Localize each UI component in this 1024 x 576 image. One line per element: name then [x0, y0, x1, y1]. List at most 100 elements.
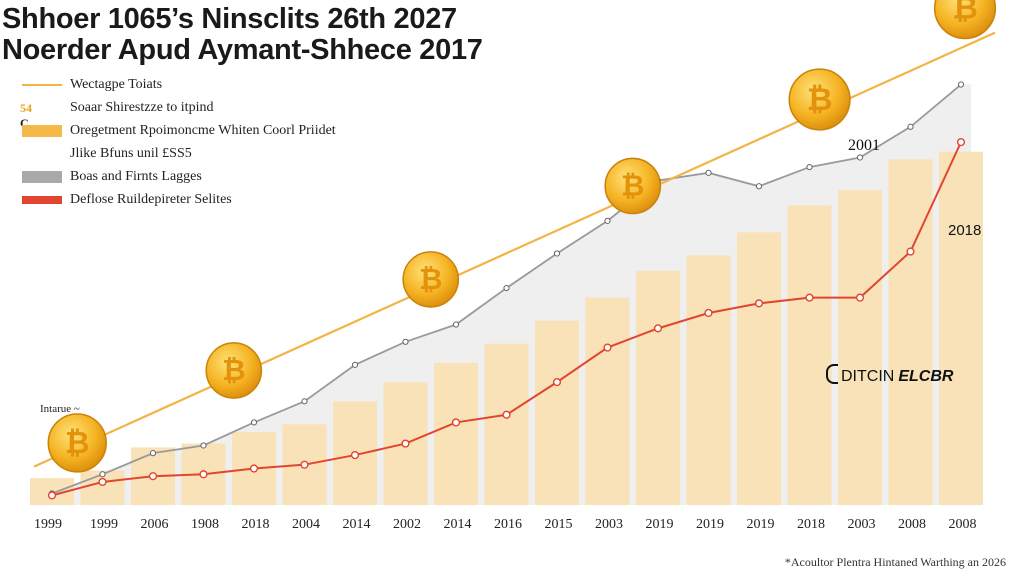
- x-tick-label: 1999: [90, 517, 118, 532]
- bitcoin-symbol: ₿: [65, 426, 90, 461]
- area-point-4: [250, 419, 258, 426]
- footer-note: *Acoultor Plentra Hintaned Warthing an 2…: [784, 555, 1006, 569]
- brand-right: ELCBR: [898, 368, 954, 385]
- bitcoin-symbol: ₿: [222, 353, 245, 387]
- red-point-13: [704, 308, 713, 318]
- x-tick-label: 2014: [444, 517, 472, 532]
- bar-14: [737, 232, 781, 506]
- red-point-5: [300, 460, 309, 469]
- red-point-11: [603, 343, 612, 352]
- red-point-12: [653, 324, 663, 333]
- legend-swatch-area: [22, 171, 62, 183]
- x-tick-label: 2016: [494, 517, 522, 532]
- area-point-18: [957, 81, 965, 88]
- bitcoin-symbol: ₿: [952, 0, 978, 27]
- red-point-18: [956, 138, 966, 147]
- bar-12: [636, 270, 680, 505]
- annotation-2018: 2018: [948, 222, 981, 239]
- x-tick-label: 2008: [898, 517, 926, 532]
- x-tick-label: 2004: [292, 517, 320, 532]
- area-point-7: [402, 338, 409, 345]
- bar-17: [888, 159, 933, 505]
- x-tick-label: 2008: [949, 517, 977, 532]
- x-tick-label: 2006: [141, 517, 169, 532]
- x-tick-label: 2019: [696, 517, 724, 532]
- red-point-14: [754, 299, 764, 308]
- red-point-3: [199, 470, 208, 479]
- legend-swatch-bars: [22, 125, 62, 137]
- x-tick-label: 1999: [34, 517, 62, 532]
- legend-label-red: Deflose Ruildepireter Selites: [70, 192, 232, 207]
- bitcoin-symbol: ₿: [419, 262, 442, 296]
- legend-label-sub: Soaar Shirestzze to itpind: [70, 100, 214, 115]
- brand-c-icon: [826, 364, 838, 384]
- red-point-17: [906, 247, 915, 256]
- x-tick-label: 2019: [646, 517, 674, 532]
- red-point-7: [401, 439, 410, 448]
- area-point-10: [553, 250, 561, 257]
- area-point-14: [755, 183, 763, 190]
- area-point-8: [452, 321, 460, 328]
- x-tick-label: 2019: [747, 517, 775, 532]
- bitcoin-symbol: ₿: [807, 82, 833, 118]
- legend-prefix-letter: C: [20, 116, 29, 130]
- brand-left: DITCIN: [841, 368, 895, 385]
- area-point-13: [705, 169, 712, 176]
- legend-swatch-red: [22, 196, 62, 204]
- red-point-15: [805, 293, 814, 302]
- x-tick-label: 2003: [595, 517, 623, 532]
- area-point-11: [604, 217, 611, 224]
- x-tick-label: 1908: [191, 517, 219, 532]
- legend-label-sub2: Jlike Bfuns unil £SS5: [70, 146, 192, 161]
- bar-13: [686, 255, 731, 505]
- annotation-intarue: Intarue ~: [40, 403, 80, 415]
- bar-10: [535, 320, 579, 505]
- bitcoin-symbol: ₿: [621, 169, 644, 203]
- legend-label-bars: Oregetment Rpoimoncme Whiten Coorl Priid…: [70, 123, 336, 138]
- area-point-6: [351, 361, 359, 368]
- x-tick-label: 2018: [797, 517, 825, 532]
- red-point-10: [552, 378, 562, 387]
- bar-11: [585, 297, 630, 505]
- x-tick-label: 2014: [343, 517, 371, 532]
- area-point-2: [149, 450, 157, 457]
- red-point-2: [148, 472, 158, 481]
- chart-title-line-1: Shhoer 1065’s Ninsclits 26th 2027: [2, 3, 457, 35]
- bar-15: [787, 205, 832, 506]
- red-point-0: [47, 491, 57, 500]
- bitcoin-coin-icon: [402, 251, 460, 308]
- area-point-9: [503, 284, 510, 292]
- bar-8: [434, 362, 478, 505]
- area-point-5: [301, 398, 308, 405]
- annotation-2001: 2001: [848, 137, 880, 154]
- red-point-8: [451, 418, 461, 427]
- x-tick-label: 2018: [242, 517, 270, 532]
- bitcoin-coin-icon: [205, 342, 263, 399]
- area-point-16: [856, 154, 864, 161]
- red-point-16: [855, 293, 865, 302]
- legend-swatch-trend: [22, 84, 62, 86]
- legend-label-trend: Wectagpe Toiats: [70, 77, 163, 92]
- red-point-1: [98, 477, 107, 487]
- area-point-3: [200, 442, 207, 449]
- x-tick-label: 2015: [545, 517, 573, 532]
- red-point-9: [502, 410, 511, 419]
- legend-label-area: Boas and Firnts Lagges: [70, 169, 202, 184]
- legend-prefix: 54 C: [20, 101, 32, 131]
- bitcoin-coin-icon: [604, 157, 662, 215]
- legend-prefix-number: 54: [20, 101, 32, 115]
- area-point-15: [806, 163, 813, 171]
- area-point-1: [99, 471, 106, 478]
- chart-title-line-2: Noerder Apud Aymant-Shhece 2017: [2, 34, 483, 66]
- bitcoin-coin-icon: [788, 68, 851, 131]
- area-point-17: [907, 123, 914, 130]
- bitcoin-coin-icon: [933, 0, 997, 40]
- bar-18: [939, 151, 983, 505]
- bar-16: [838, 190, 882, 505]
- bar-9: [484, 343, 529, 505]
- x-tick-label: 2002: [393, 517, 421, 532]
- chart-title: Shhoer 1065’s Ninsclits 26th 2027 Noerde…: [2, 4, 483, 66]
- x-tick-label: 2003: [848, 517, 876, 532]
- bitcoin-coin-icon: [47, 413, 107, 473]
